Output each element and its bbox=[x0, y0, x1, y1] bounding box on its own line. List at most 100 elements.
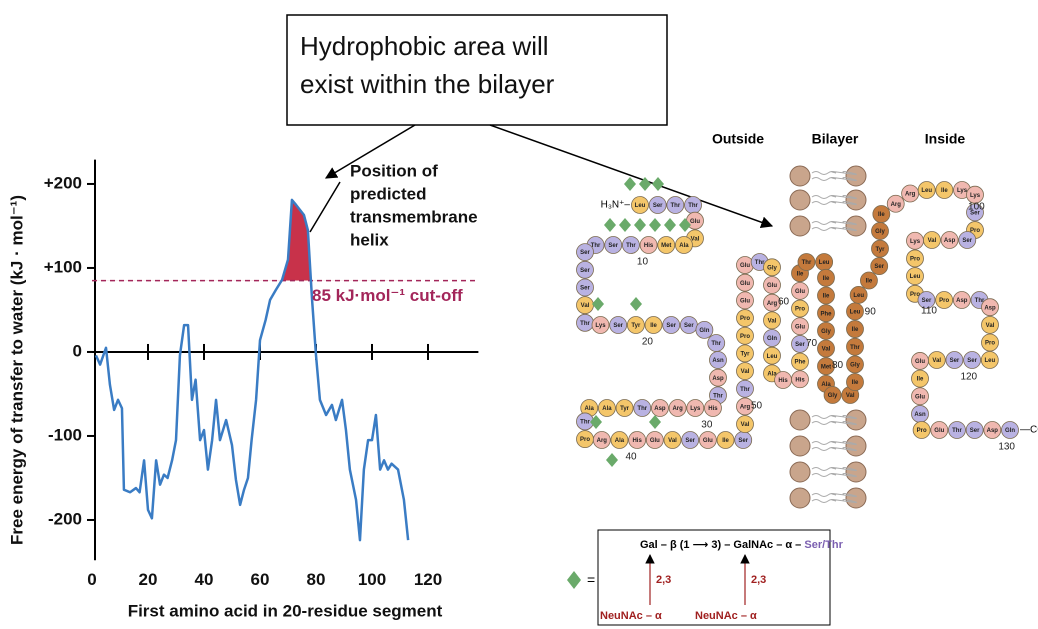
residue-number: 70 bbox=[806, 338, 818, 349]
residue-label: Ser bbox=[950, 358, 960, 364]
residue-label: Ser bbox=[684, 323, 694, 329]
residue-label: Gly bbox=[828, 393, 838, 399]
y-tick-label: -100 bbox=[48, 425, 82, 444]
residue-label: Tyr bbox=[741, 351, 751, 357]
residue-label: Arg bbox=[740, 405, 751, 411]
x-tick-label: 60 bbox=[251, 570, 270, 589]
y-axis-label: Free energy of transfer to water (kJ · m… bbox=[7, 195, 26, 545]
y-tick-label: +100 bbox=[44, 257, 82, 276]
region-label: Inside bbox=[925, 131, 966, 147]
residue-label: Glu bbox=[703, 438, 713, 444]
residue-label: Leu bbox=[921, 188, 932, 194]
residue-label: Met bbox=[821, 364, 831, 370]
residue-label: Arg bbox=[597, 438, 608, 444]
glycan-diamond bbox=[592, 297, 604, 311]
residue-label: Thr bbox=[740, 387, 750, 393]
x-tick-label: 0 bbox=[87, 570, 96, 589]
legend-equals: = bbox=[587, 572, 595, 588]
x-axis-label: First amino acid in 20-residue segment bbox=[128, 601, 443, 620]
n-terminus: H₃N⁺– bbox=[601, 200, 631, 211]
residue-label: Ile bbox=[941, 188, 948, 194]
residue-label: Ile bbox=[823, 294, 830, 300]
residue-label: Ser bbox=[613, 323, 623, 329]
annotation: transmembrane bbox=[350, 207, 478, 226]
line bbox=[96, 200, 408, 540]
glycan-diamond bbox=[606, 453, 618, 467]
x-tick-label: 80 bbox=[307, 570, 326, 589]
residue-label: Glu bbox=[934, 428, 944, 434]
residue-number: 90 bbox=[865, 307, 877, 318]
residue-label: Leu bbox=[853, 293, 864, 299]
region-label: Bilayer bbox=[812, 131, 859, 147]
residue-label: Pro bbox=[580, 437, 590, 443]
lipid-tail bbox=[812, 442, 836, 451]
residue-number: 80 bbox=[832, 360, 844, 371]
residue-label: Val bbox=[668, 438, 677, 444]
residue-label: Val bbox=[768, 318, 777, 324]
lipid-head bbox=[790, 488, 810, 508]
lipid-tail bbox=[812, 494, 836, 503]
residue-label: Ile bbox=[866, 279, 873, 285]
residue-label: Ala bbox=[602, 406, 612, 412]
residue-label: Leu bbox=[910, 274, 921, 280]
residue-label: Ser bbox=[608, 243, 618, 249]
residue-label: Ser bbox=[580, 286, 590, 292]
lipid-head bbox=[790, 190, 810, 210]
residue-number: 120 bbox=[960, 372, 977, 383]
lipid-head bbox=[790, 410, 810, 430]
residue-label: Ser bbox=[970, 428, 980, 434]
lipid-head bbox=[846, 436, 866, 456]
residue-label: Arg bbox=[767, 301, 778, 307]
residue-label: Met bbox=[661, 243, 671, 249]
residue-number: 60 bbox=[778, 297, 790, 308]
residue-label: Ser bbox=[967, 358, 977, 364]
plot: +200+1000-100-200020406080100120First am… bbox=[7, 160, 478, 621]
figure: Hydrophobic area will exist within the b… bbox=[0, 0, 1038, 629]
y-tick-label: 0 bbox=[73, 341, 82, 360]
residue-label: Ala bbox=[585, 406, 595, 412]
residue-label: Ile bbox=[917, 377, 924, 383]
residue-label: Thr bbox=[711, 341, 721, 347]
residue-label: His bbox=[795, 377, 805, 383]
y-tick-label: -200 bbox=[48, 509, 82, 528]
residue-label: His bbox=[644, 243, 654, 249]
residue-label: Asn bbox=[914, 412, 926, 418]
residue-number: 130 bbox=[998, 442, 1015, 453]
residue-label: Asp bbox=[987, 428, 999, 434]
residue-label: Asp bbox=[984, 305, 996, 311]
residue-label: His bbox=[708, 406, 718, 412]
residue-label: Glu bbox=[915, 394, 925, 400]
residue-label: Ser bbox=[874, 264, 884, 270]
x-tick-label: 40 bbox=[195, 570, 214, 589]
residue-label: Ile bbox=[650, 323, 657, 329]
residue-label: Glu bbox=[650, 438, 660, 444]
residue-label: Pro bbox=[939, 298, 949, 304]
residue-label: Ile bbox=[797, 271, 804, 277]
residue-label: Val bbox=[986, 323, 995, 329]
residue-label: Ser bbox=[922, 298, 932, 304]
residue-label: Thr bbox=[952, 428, 962, 434]
residue-label: Pro bbox=[910, 257, 920, 263]
residue-label: Ser bbox=[685, 438, 695, 444]
lipid-head bbox=[846, 410, 866, 430]
lipid-tail bbox=[812, 196, 836, 205]
residue-label: Thr bbox=[802, 260, 812, 266]
legend-neunac: NeuNAc – α bbox=[695, 610, 757, 622]
legend-link-label: 2,3 bbox=[656, 574, 671, 586]
residue-label: Val bbox=[581, 303, 590, 309]
x-tick-label: 120 bbox=[414, 570, 442, 589]
lipid-head bbox=[846, 190, 866, 210]
residue-label: Ile bbox=[852, 380, 859, 386]
residue-label: Glu bbox=[740, 298, 750, 304]
lipid-head bbox=[790, 436, 810, 456]
residue-label: Phe bbox=[794, 360, 806, 366]
residue-label: Glu bbox=[795, 324, 805, 330]
residue-label: Ser bbox=[580, 268, 590, 274]
residue-label: Ala bbox=[679, 243, 689, 249]
residue-label: Ile bbox=[852, 327, 859, 333]
residue-label: Glu bbox=[690, 219, 700, 225]
annotation: helix bbox=[350, 230, 389, 249]
legend-neunac: NeuNAc – α bbox=[600, 610, 662, 622]
annotation: Position of bbox=[350, 161, 438, 180]
residue-label: Val bbox=[928, 238, 937, 244]
